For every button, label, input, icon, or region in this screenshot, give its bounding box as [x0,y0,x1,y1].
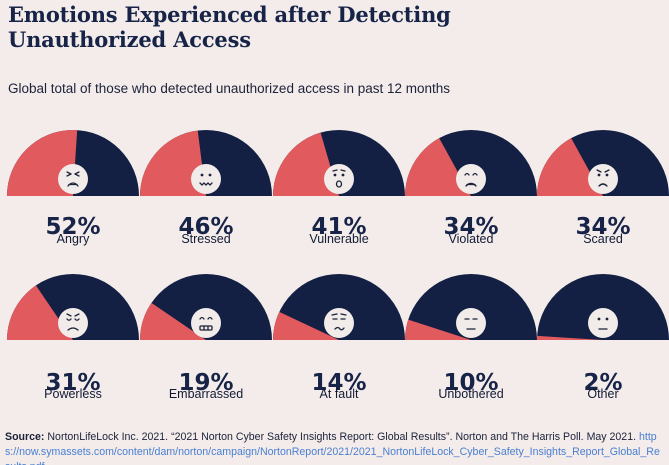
gauge-percent-9: 10% [443,370,498,396]
gauge-value-6 [7,285,73,340]
gauge-value-5 [537,138,603,196]
gauge-3: 41%Vulnerable [273,130,405,246]
gauge-percent-3: 41% [311,214,366,240]
unbothered-face-icon [456,308,486,338]
violated-face-icon [456,164,486,194]
embarrassed-face-icon [191,308,221,338]
other-face-icon [588,308,618,338]
gauge-percent-4: 34% [443,214,498,240]
gauge-label-3: Vulnerable [309,232,368,246]
gauge-value-4 [405,138,471,196]
gauge-label-2: Stressed [181,232,230,246]
gauge-label-4: Violated [449,232,494,246]
gauge-7: 19%Embarrassed [139,274,272,401]
gauge-label-5: Scared [583,232,623,246]
title-line-2: Unauthorized Access [8,27,251,52]
chart-subtitle: Global total of those who detected unaut… [8,81,451,96]
angry-face-icon [58,164,88,194]
gauge-9: 10%Unbothered [405,274,537,401]
gauge-remainder-10 [537,274,669,340]
gauge-value-2 [140,130,206,196]
gauge-chart: 52%Angry 46%Stressed 41%Vulnerable 34%Viola… [7,130,669,401]
gauge-value-8 [273,311,339,340]
gauge-2: 46%Stressed [140,130,272,246]
gauge-label-10: Other [587,387,618,401]
gauge-value-9 [405,319,471,340]
gauge-percent-8: 14% [311,370,366,396]
title-line-1: Emotions Experienced after Detecting [8,2,451,27]
gauge-value-3 [273,132,339,196]
gauge-percent-5: 34% [575,214,630,240]
gauge-percent-2: 46% [178,214,233,240]
stressed-face-icon [191,164,221,194]
gauge-remainder-8 [273,274,405,340]
powerless-face-icon [58,308,88,338]
gauge-percent-10: 2% [583,370,622,396]
gauge-5: 34%Scared [537,130,669,246]
gauge-1: 52%Angry [7,130,139,246]
gauge-percent-7: 19% [178,370,233,396]
page-title: Emotions Experienced after Detecting Una… [8,2,468,52]
gauge-remainder-9 [405,274,537,340]
source-note: Source: NortonLifeLock Inc. 2021. “2021 … [5,430,665,465]
gauge-label-7: Embarrassed [169,387,243,401]
gauge-label-8: At fault [320,387,359,401]
gauge-value-10 [537,335,603,340]
vulnerable-face-icon [324,164,354,194]
gauge-4: 34%Violated [405,130,537,246]
gauge-percent-1: 52% [45,214,100,240]
gauge-percent-6: 31% [45,370,100,396]
gauge-label-1: Angry [57,232,90,246]
at-fault-face-icon [324,308,354,338]
scared-face-icon [588,164,618,194]
gauge-6: 31%Powerless [7,274,139,401]
gauge-value-7 [139,302,206,340]
gauge-10: 2%Other [537,274,669,401]
source-text: NortonLifeLock Inc. 2021. “2021 Norton C… [44,431,639,443]
gauge-label-9: Unbothered [438,387,503,401]
gauge-label-6: Powerless [44,387,102,401]
source-link[interactable]: https://now.symassets.com/content/dam/no… [5,431,660,465]
source-label: Source: [5,431,45,443]
gauge-8: 14%At fault [273,274,405,401]
